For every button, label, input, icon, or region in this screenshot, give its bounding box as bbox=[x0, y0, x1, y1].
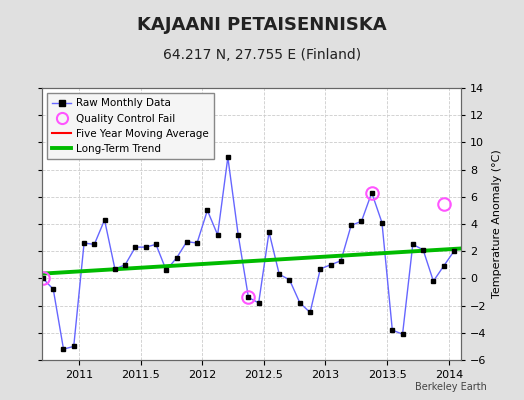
Text: 64.217 N, 27.755 E (Finland): 64.217 N, 27.755 E (Finland) bbox=[163, 48, 361, 62]
Text: Berkeley Earth: Berkeley Earth bbox=[416, 382, 487, 392]
Text: KAJAANI PETAISENNISKA: KAJAANI PETAISENNISKA bbox=[137, 16, 387, 34]
Legend: Raw Monthly Data, Quality Control Fail, Five Year Moving Average, Long-Term Tren: Raw Monthly Data, Quality Control Fail, … bbox=[47, 93, 214, 159]
Y-axis label: Temperature Anomaly (°C): Temperature Anomaly (°C) bbox=[492, 150, 502, 298]
